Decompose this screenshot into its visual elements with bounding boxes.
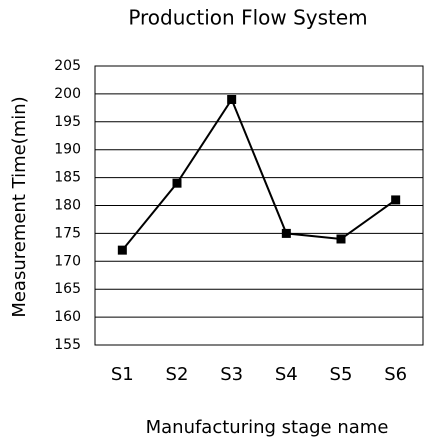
- x-tick-label: S1: [111, 364, 134, 385]
- y-tick-label: 185: [54, 170, 81, 186]
- marker: [391, 195, 401, 205]
- x-axis-title: Manufacturing stage name: [146, 417, 389, 438]
- x-tick-label: S6: [384, 364, 407, 385]
- x-tick-label: S5: [330, 364, 353, 385]
- chart-title: Production Flow System: [128, 6, 367, 30]
- marker: [336, 234, 346, 244]
- y-tick-label: 175: [54, 225, 81, 241]
- x-tick-label: S3: [220, 364, 243, 385]
- marker: [227, 94, 237, 104]
- y-tick-label: 195: [54, 114, 81, 130]
- marker: [281, 228, 291, 238]
- x-tick-label: S4: [275, 364, 298, 385]
- x-tick-label: S2: [166, 364, 189, 385]
- y-tick-label: 200: [54, 86, 81, 102]
- marker: [117, 245, 127, 255]
- y-tick-label: 190: [54, 142, 81, 158]
- y-tick-label: 160: [54, 309, 81, 325]
- y-tick-label: 170: [54, 253, 81, 269]
- y-axis-title: Measurement Time(min): [9, 96, 30, 317]
- y-tick-label: 155: [54, 337, 81, 353]
- y-tick-label: 165: [54, 281, 81, 297]
- plot-frame: [94, 65, 424, 346]
- y-tick-label: 180: [54, 198, 81, 214]
- marker: [172, 178, 182, 188]
- y-tick-label: 205: [54, 58, 81, 74]
- line: [121, 97, 397, 251]
